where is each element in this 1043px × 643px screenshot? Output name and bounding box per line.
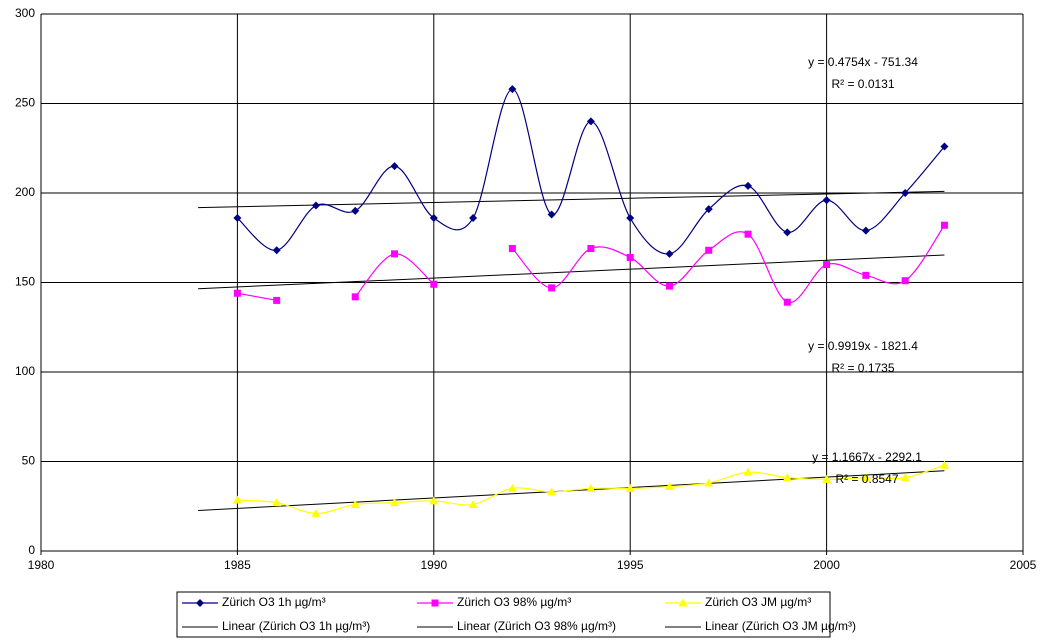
trendline bbox=[198, 254, 945, 290]
x-tick-label: 1985 bbox=[224, 558, 251, 572]
marker bbox=[390, 498, 400, 507]
marker bbox=[429, 214, 438, 223]
marker bbox=[704, 478, 714, 487]
marker bbox=[900, 473, 910, 482]
marker bbox=[665, 282, 673, 290]
marker bbox=[626, 253, 634, 261]
marker bbox=[862, 271, 870, 279]
marker bbox=[901, 189, 910, 197]
marker bbox=[430, 280, 438, 288]
y-tick-label: 100 bbox=[15, 364, 35, 378]
marker bbox=[233, 214, 242, 223]
marker bbox=[232, 495, 242, 504]
marker bbox=[351, 293, 359, 301]
y-tick-label: 0 bbox=[28, 543, 35, 557]
marker bbox=[351, 206, 360, 215]
marker bbox=[390, 162, 399, 171]
marker bbox=[350, 499, 360, 508]
marker bbox=[783, 298, 791, 306]
x-tick-label: 2005 bbox=[1010, 558, 1037, 572]
marker bbox=[548, 284, 556, 292]
legend-marker bbox=[431, 599, 439, 607]
legend-label: Linear (Zürich O3 JM µg/m³) bbox=[705, 619, 856, 633]
marker bbox=[547, 487, 557, 496]
marker bbox=[744, 230, 752, 238]
marker bbox=[272, 498, 282, 507]
x-tick-label: 2000 bbox=[813, 558, 840, 572]
series-line bbox=[236, 88, 945, 255]
y-tick-label: 200 bbox=[15, 185, 35, 199]
marker bbox=[705, 246, 713, 254]
marker bbox=[311, 201, 320, 210]
trend-equation: y = 0.9919x - 1821.4 bbox=[808, 339, 918, 353]
marker bbox=[664, 482, 674, 491]
y-tick-label: 300 bbox=[15, 6, 35, 20]
trend-r2: R² = 0.0131 bbox=[831, 77, 894, 91]
legend-marker bbox=[678, 598, 688, 607]
trend-r2: R² = 0.8547 bbox=[835, 472, 898, 486]
trendline bbox=[198, 190, 945, 209]
legend-label: Linear (Zürich O3 1h µg/m³) bbox=[222, 619, 370, 633]
marker bbox=[508, 85, 517, 94]
legend-label: Linear (Zürich O3 98% µg/m³) bbox=[457, 619, 616, 633]
marker bbox=[508, 244, 516, 252]
marker bbox=[823, 261, 831, 269]
marker bbox=[468, 499, 478, 508]
marker bbox=[940, 221, 948, 229]
marker bbox=[861, 226, 870, 235]
marker bbox=[665, 249, 674, 258]
marker bbox=[743, 467, 753, 476]
marker bbox=[273, 296, 281, 304]
marker bbox=[272, 246, 281, 255]
y-tick-label: 50 bbox=[22, 454, 36, 468]
marker bbox=[391, 250, 399, 258]
marker bbox=[587, 244, 595, 252]
marker bbox=[861, 473, 871, 482]
marker bbox=[940, 142, 949, 151]
x-tick-label: 1990 bbox=[420, 558, 447, 572]
legend-marker bbox=[196, 599, 204, 607]
marker bbox=[586, 117, 595, 126]
marker bbox=[744, 181, 753, 190]
trend-equation: y = 1.1667x - 2292.1 bbox=[812, 450, 922, 464]
legend-label: Zürich O3 1h µg/m³ bbox=[222, 595, 326, 609]
y-tick-label: 250 bbox=[15, 96, 35, 110]
marker bbox=[939, 460, 949, 469]
marker bbox=[901, 277, 909, 285]
marker bbox=[625, 483, 635, 492]
marker bbox=[822, 474, 832, 483]
marker bbox=[783, 228, 792, 237]
legend-label: Zürich O3 98% µg/m³ bbox=[457, 595, 571, 609]
marker bbox=[469, 214, 478, 223]
marker bbox=[311, 508, 321, 517]
marker bbox=[547, 210, 556, 219]
marker bbox=[429, 496, 439, 505]
y-tick-label: 150 bbox=[15, 275, 35, 289]
marker bbox=[626, 214, 635, 223]
trend-equation: y = 0.4754x - 751.34 bbox=[808, 55, 918, 69]
marker bbox=[704, 205, 713, 214]
marker bbox=[822, 196, 831, 205]
legend-box bbox=[176, 591, 831, 638]
marker bbox=[507, 483, 517, 492]
legend-label: Zürich O3 JM µg/m³ bbox=[705, 595, 811, 609]
marker bbox=[782, 473, 792, 482]
x-tick-label: 1995 bbox=[617, 558, 644, 572]
x-tick-label: 1980 bbox=[28, 558, 55, 572]
trend-r2: R² = 0.1735 bbox=[831, 361, 894, 375]
series-line bbox=[237, 224, 945, 303]
marker bbox=[586, 483, 596, 492]
marker bbox=[233, 289, 241, 297]
